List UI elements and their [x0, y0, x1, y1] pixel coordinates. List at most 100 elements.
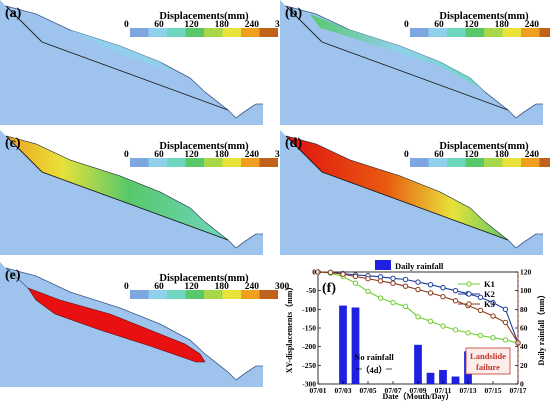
- colorbar-tick: 240: [245, 150, 259, 160]
- y-right-tick-label: 120: [520, 268, 532, 277]
- colorbar-swatch: [447, 158, 466, 167]
- colorbar-swatch: [447, 28, 466, 37]
- legend-swatch-rainfall: [375, 260, 391, 270]
- series-point-k2: [428, 282, 432, 286]
- legend-label-rainfall: Daily rainfall: [395, 261, 444, 271]
- y-right-tick-label: 80: [520, 305, 528, 314]
- panel-label: (f): [322, 281, 336, 296]
- series-point-k3: [453, 299, 457, 303]
- panel-label: (b): [285, 6, 302, 21]
- colorbar-swatch: [130, 28, 149, 37]
- series-point-k3: [366, 277, 370, 281]
- colorbar-tick: 180: [215, 150, 230, 160]
- series-point-k1: [503, 338, 507, 342]
- x-tick-label: 07/03: [334, 386, 351, 395]
- series-point-k3: [428, 291, 432, 295]
- y-right-tick-label: 40: [520, 342, 528, 351]
- colorbar-tick: 120: [184, 282, 199, 292]
- colorbar-title: Displacements(mm): [439, 11, 529, 22]
- panel-label: (e): [5, 268, 21, 283]
- colorbar-tick: 0: [124, 20, 129, 30]
- colorbar-swatch: [130, 290, 149, 299]
- colorbar-swatch: [130, 158, 149, 167]
- y-left-tick-label: -150: [302, 324, 316, 333]
- legend-marker-k3: [467, 302, 471, 306]
- colorbar-tick: 240: [525, 150, 540, 160]
- colorbar-tick: 180: [215, 282, 230, 292]
- rainfall-bar: [352, 307, 360, 384]
- colorbar-tick: 120: [464, 150, 479, 160]
- series-point-k3: [478, 308, 482, 312]
- x-tick-label: 07/01: [309, 386, 326, 395]
- colorbar-tick: 60: [434, 20, 444, 30]
- series-point-k1: [403, 304, 407, 308]
- series-point-k1: [353, 281, 357, 285]
- series-point-k3: [503, 320, 507, 324]
- colorbar-tick: 60: [154, 282, 164, 292]
- x-axis-title: Date（Mouth/Day）: [382, 391, 453, 401]
- y-left-tick-label: -250: [302, 361, 316, 370]
- colorbar-tick: 180: [215, 20, 230, 30]
- series-point-k1: [491, 336, 495, 340]
- y-right-tick-label: 20: [520, 361, 528, 370]
- panel-label: (a): [5, 6, 22, 21]
- failure-label-line1: Landslide: [470, 351, 506, 361]
- colorbar-swatch: [540, 28, 550, 37]
- y-right-axis-title: Daily rainfall（mm）: [536, 291, 546, 366]
- series-point-k1: [453, 328, 457, 332]
- series-point-k3: [416, 287, 420, 291]
- series-point-k2: [403, 277, 407, 281]
- series-point-k2: [478, 295, 482, 299]
- rainfall-bar: [414, 345, 422, 384]
- colorbar-swatch: [410, 28, 429, 37]
- colorbar-swatch: [540, 158, 550, 167]
- colorbar-title: Displacements(mm): [159, 273, 249, 284]
- panel-label: (c): [5, 136, 21, 151]
- colorbar-tick: 120: [464, 20, 479, 30]
- y-left-tick-label: -200: [302, 342, 316, 351]
- colorbar-swatch: [167, 290, 186, 299]
- series-point-k3: [391, 281, 395, 285]
- no-rainfall-duration: （4d）: [361, 365, 387, 375]
- panel-label: (d): [285, 136, 302, 151]
- x-tick-label: 07/05: [359, 386, 376, 395]
- colorbar-tick: 180: [495, 150, 510, 160]
- legend-marker-k2: [467, 292, 471, 296]
- rainfall-bar: [452, 377, 460, 384]
- series-point-k1: [366, 289, 370, 293]
- x-tick-label: 07/13: [459, 386, 476, 395]
- colorbar-tick: 240: [245, 282, 259, 292]
- rainfall-bar: [427, 373, 435, 384]
- series-point-k1: [478, 333, 482, 337]
- colorbar-tick: 60: [154, 20, 164, 30]
- colorbar-tick: 60: [434, 150, 444, 160]
- series-point-k3: [378, 279, 382, 283]
- colorbar-tick: 0: [404, 20, 409, 30]
- series-point-k1: [428, 319, 432, 323]
- series-point-k3: [491, 314, 495, 318]
- series-point-k2: [453, 288, 457, 292]
- x-tick-label: 07/17: [509, 386, 526, 395]
- no-rainfall-label: No rainfall: [354, 352, 394, 362]
- series-point-k2: [416, 280, 420, 284]
- series-point-k3: [353, 274, 357, 278]
- colorbar-tick: 60: [154, 150, 164, 160]
- y-left-tick-label: 0: [312, 268, 316, 277]
- x-tick-label: 07/15: [484, 386, 501, 395]
- y-right-tick-label: 100: [520, 286, 532, 295]
- y-left-tick-label: -100: [302, 305, 316, 314]
- colorbar-title: Displacements(mm): [159, 11, 249, 22]
- legend-marker-k1: [467, 282, 471, 286]
- colorbar-tick: 180: [495, 20, 510, 30]
- series-point-k3: [441, 294, 445, 298]
- series-point-k2: [441, 285, 445, 289]
- series-point-k3: [341, 272, 345, 276]
- series-point-k2: [503, 307, 507, 311]
- series-point-k1: [378, 296, 382, 300]
- colorbar-title: Displacements(mm): [159, 141, 249, 152]
- colorbar-tick: 240: [245, 20, 259, 30]
